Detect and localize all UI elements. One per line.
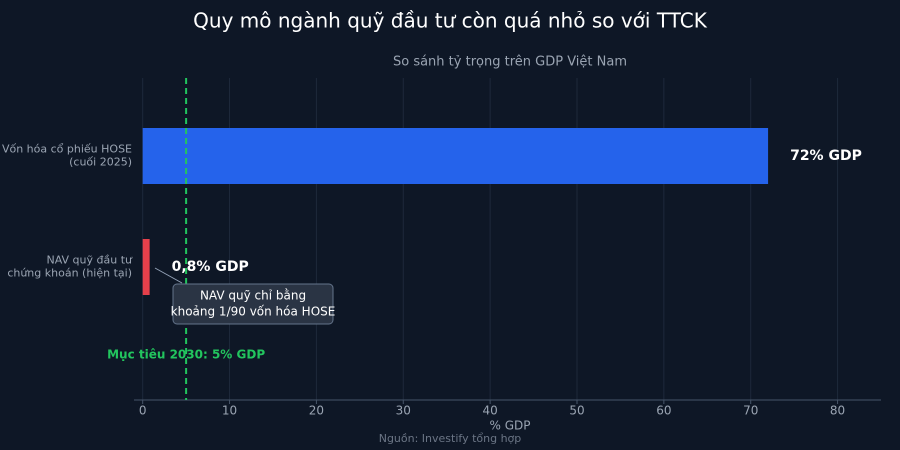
x-tick-label: 40 — [482, 404, 497, 418]
x-tick-label: 80 — [830, 404, 845, 418]
y-tick-label: Vốn hóa cổ phiếu HOSE — [2, 143, 132, 156]
annotation-box — [172, 283, 334, 325]
target-label: Mục tiêu 2030: 5% GDP — [107, 348, 265, 362]
annotation-text: khoảng 1/90 vốn hóa HOSE — [171, 305, 336, 319]
x-tick-label: 50 — [569, 404, 584, 418]
bar — [142, 128, 769, 184]
x-tick-label: 0 — [139, 404, 147, 418]
chart-subtitle: So sánh tỷ trọng trên GDP Việt Nam — [393, 55, 627, 70]
source-note: Nguồn: Investify tổng hợp — [379, 432, 522, 445]
annotation-text: NAV quỹ chỉ bằng — [200, 289, 306, 303]
value-label: 0,8% GDP — [172, 259, 249, 275]
value-label: 72% GDP — [790, 148, 862, 164]
x-tick-label: 30 — [396, 404, 411, 418]
y-tick-label: (cuối 2025) — [69, 156, 132, 169]
x-axis-label: % GDP — [490, 419, 531, 433]
x-tick-label: 60 — [656, 404, 671, 418]
y-tick-label: chứng khoán (hiện tại) — [7, 267, 132, 280]
y-tick-label: NAV quỹ đầu tư — [46, 254, 133, 267]
x-tick-label: 70 — [743, 404, 758, 418]
x-tick-label: 20 — [309, 404, 324, 418]
bar — [142, 239, 150, 295]
x-tick-label: 10 — [222, 404, 237, 418]
annotation-arrow — [154, 267, 183, 284]
chart-title: Quy mô ngành quỹ đầu tư còn quá nhỏ so v… — [193, 9, 708, 33]
